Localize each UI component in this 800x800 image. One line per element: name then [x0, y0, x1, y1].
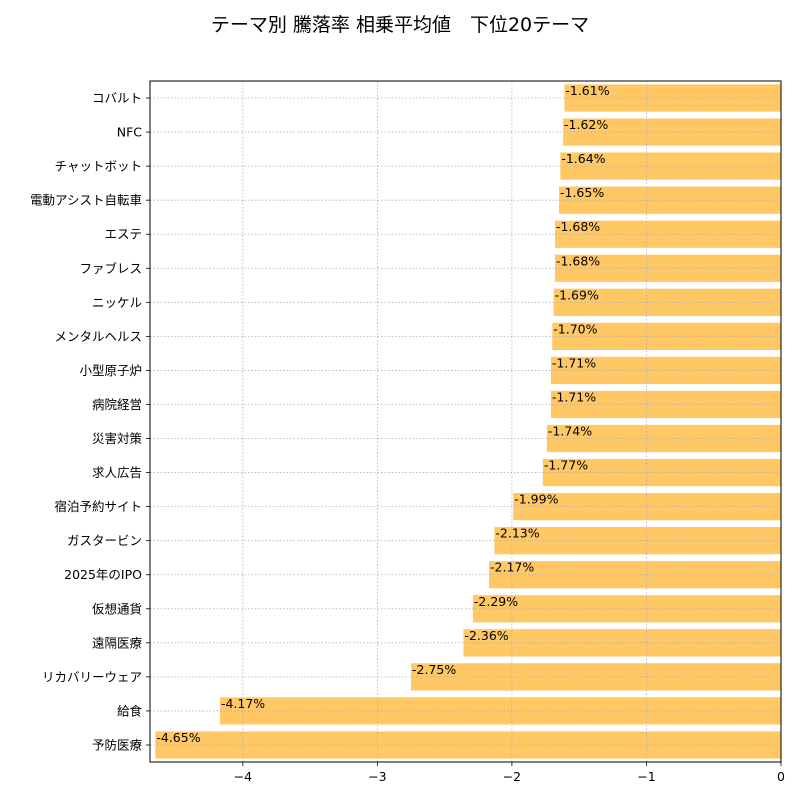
data-label: -1.70%	[553, 321, 597, 336]
category-label: 遠隔医療	[92, 635, 143, 650]
chart-title: テーマ別 騰落率 相乗平均値 下位20テーマ	[210, 14, 590, 36]
data-label: -1.68%	[556, 219, 600, 234]
data-label: -1.74%	[548, 424, 592, 439]
category-label: メンタルヘルス	[54, 329, 142, 344]
data-label: -1.64%	[561, 151, 605, 166]
category-label: 給食	[117, 703, 143, 718]
category-label: ファブレス	[79, 261, 142, 276]
data-label: -1.71%	[552, 389, 596, 404]
category-label: 求人広告	[92, 465, 142, 480]
category-label: 予防医療	[92, 737, 143, 752]
category-label: 小型原子炉	[79, 363, 142, 378]
category-label: NFC	[117, 125, 143, 140]
category-label: 2025年のIPO	[64, 567, 142, 582]
x-tick-label: 0	[777, 769, 785, 784]
category-label: 宿泊予約サイト	[54, 499, 142, 514]
category-label: 仮想通貨	[92, 601, 142, 616]
data-label: -2.75%	[412, 662, 456, 677]
category-label: 電動アシスト自転車	[30, 193, 142, 208]
bar	[559, 186, 781, 214]
category-label: コバルト	[92, 91, 142, 106]
category-label: エステ	[104, 227, 142, 242]
data-label: -2.29%	[474, 594, 518, 609]
plot-frame	[149, 80, 782, 763]
category-label: リカバリーウェア	[42, 669, 142, 684]
data-label: -1.71%	[552, 355, 596, 370]
x-tick-label: −4	[234, 769, 252, 784]
x-tick-label: −1	[637, 769, 655, 784]
data-label: -2.17%	[490, 560, 534, 575]
bar	[554, 254, 781, 282]
data-label: -1.69%	[555, 287, 599, 302]
data-label: -1.61%	[565, 83, 609, 98]
category-label: チャットボット	[55, 159, 142, 174]
bar	[560, 152, 781, 180]
data-label: -2.13%	[495, 526, 539, 541]
data-label: -1.77%	[544, 458, 588, 473]
bar	[554, 220, 781, 248]
category-label: 病院経営	[92, 397, 142, 412]
data-label: -4.65%	[156, 730, 200, 745]
x-tick-label: −2	[503, 769, 521, 784]
category-label: ニッケル	[92, 295, 142, 310]
category-label: 災害対策	[92, 431, 143, 446]
data-label: -1.62%	[564, 117, 608, 132]
data-label: -1.68%	[556, 253, 600, 268]
data-label: -4.17%	[221, 696, 265, 711]
x-tick-label: −3	[368, 769, 386, 784]
data-label: -2.36%	[464, 628, 508, 643]
data-label: -1.99%	[514, 492, 558, 507]
bar	[411, 663, 781, 691]
category-label: ガスタービン	[67, 533, 142, 548]
data-label: -1.65%	[560, 185, 604, 200]
